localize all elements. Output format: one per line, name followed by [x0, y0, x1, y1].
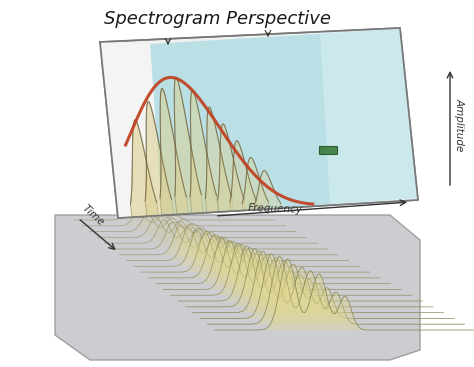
Polygon shape: [174, 77, 203, 214]
Polygon shape: [200, 254, 454, 319]
Polygon shape: [178, 246, 422, 301]
Text: Frequency: Frequency: [248, 203, 303, 215]
Polygon shape: [134, 230, 359, 266]
Polygon shape: [141, 233, 370, 272]
Polygon shape: [100, 28, 418, 218]
Polygon shape: [171, 243, 412, 295]
Polygon shape: [208, 257, 465, 324]
Polygon shape: [55, 215, 420, 360]
Polygon shape: [82, 212, 285, 226]
Polygon shape: [149, 236, 380, 278]
Polygon shape: [254, 171, 281, 210]
Polygon shape: [164, 241, 401, 290]
Polygon shape: [127, 228, 349, 261]
Polygon shape: [215, 259, 474, 330]
Polygon shape: [150, 29, 417, 216]
Polygon shape: [90, 215, 296, 232]
Polygon shape: [218, 124, 245, 212]
Polygon shape: [112, 222, 328, 249]
Polygon shape: [190, 91, 218, 214]
Polygon shape: [145, 102, 173, 216]
Polygon shape: [104, 220, 317, 243]
Polygon shape: [160, 88, 188, 215]
Polygon shape: [230, 141, 257, 211]
Polygon shape: [119, 225, 338, 255]
Polygon shape: [100, 42, 162, 218]
Polygon shape: [242, 157, 269, 211]
Polygon shape: [185, 248, 433, 307]
Polygon shape: [205, 107, 233, 212]
Polygon shape: [320, 28, 418, 204]
Polygon shape: [193, 251, 443, 313]
Text: Amplitude: Amplitude: [455, 98, 465, 152]
Polygon shape: [130, 120, 158, 217]
Text: Spectrogram Perspective: Spectrogram Perspective: [104, 10, 331, 28]
Polygon shape: [156, 238, 391, 284]
Text: Time: Time: [80, 203, 106, 228]
Polygon shape: [97, 217, 307, 237]
Polygon shape: [75, 209, 275, 220]
Bar: [319, 146, 337, 154]
